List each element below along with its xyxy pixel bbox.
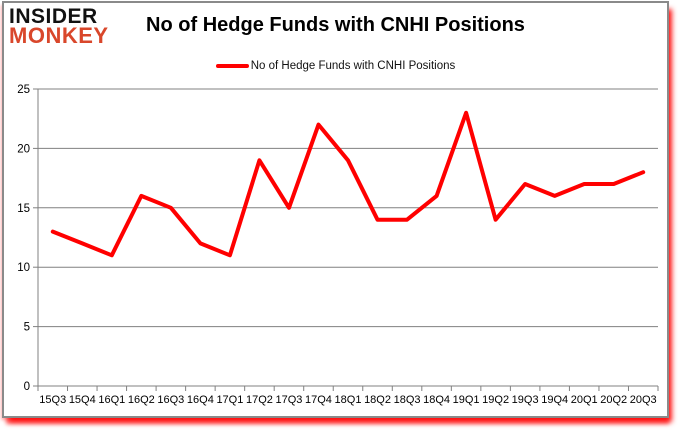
x-axis-label-20Q1: 20Q1	[571, 394, 598, 406]
y-axis-label-5: 5	[24, 322, 30, 334]
x-axis-label-17Q2: 17Q2	[246, 394, 273, 406]
x-axis-label-18Q2: 18Q2	[364, 394, 391, 406]
x-axis-label-17Q1: 17Q1	[216, 394, 243, 406]
x-axis-label-20Q2: 20Q2	[600, 394, 627, 406]
x-axis-label-18Q4: 18Q4	[423, 394, 450, 406]
logo-text-insider: INSIDER	[9, 5, 98, 28]
chart-title: No of Hedge Funds with CNHI Positions	[146, 14, 525, 36]
x-axis-label-20Q3: 20Q3	[630, 394, 657, 406]
insider-monkey-logo: INSIDER MONKEY	[9, 5, 109, 49]
x-axis-label-18Q3: 18Q3	[394, 394, 421, 406]
y-axis-label-20: 20	[17, 143, 30, 155]
x-axis-label-15Q4: 15Q4	[69, 394, 96, 406]
y-axis-label-15: 15	[17, 203, 30, 215]
x-axis-label-18Q1: 18Q1	[335, 394, 362, 406]
x-axis-label-19Q2: 19Q2	[482, 394, 509, 406]
x-axis-label-16Q4: 16Q4	[187, 394, 214, 406]
x-axis-label-19Q1: 19Q1	[453, 394, 480, 406]
x-axis-label-15Q3: 15Q3	[39, 394, 66, 406]
x-axis-label-16Q1: 16Q1	[98, 394, 125, 406]
x-axis-label-16Q2: 16Q2	[128, 394, 155, 406]
chart-legend: No of Hedge Funds with CNHI Positions	[4, 60, 667, 72]
x-axis-label-16Q3: 16Q3	[157, 394, 184, 406]
chart-card: INSIDER MONKEY No of Hedge Funds with CN…	[2, 1, 669, 418]
x-axis-label-19Q4: 19Q4	[541, 394, 568, 406]
data-line-series	[50, 110, 646, 258]
y-axis-label-10: 10	[17, 262, 30, 274]
legend-line-swatch-icon	[215, 63, 249, 69]
legend-label: No of Hedge Funds with CNHI Positions	[250, 60, 456, 72]
x-axis-label-17Q4: 17Q4	[305, 394, 332, 406]
logo-text-monkey: MONKEY	[9, 23, 109, 49]
x-axis-label-17Q3: 17Q3	[275, 394, 302, 406]
y-axis-label-0: 0	[24, 381, 30, 393]
y-axis-label-25: 25	[17, 84, 30, 96]
x-axis-label-19Q3: 19Q3	[512, 394, 539, 406]
